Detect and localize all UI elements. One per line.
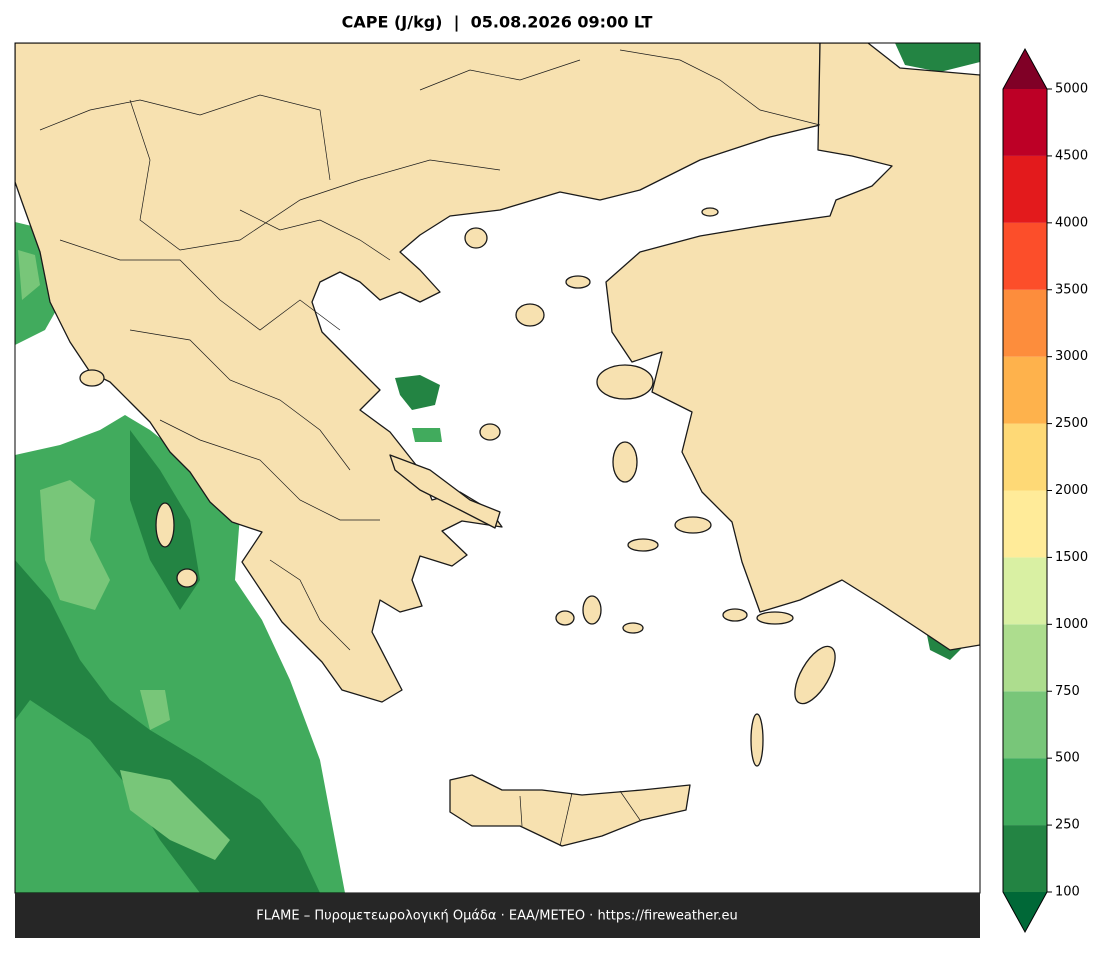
colorbar-segment [1003,691,1047,759]
colorbar-tick-label: 1000 [1055,617,1088,632]
title: CAPE (J/kg) | 05.08.2026 09:00 LT [342,13,653,33]
colorbar-tick-label: 3500 [1055,282,1088,297]
colorbar: 100 250 500 750 1000 1500 2000 2500 3000 3500 4000… [1002,47,1088,934]
colorbar-segment [1003,356,1047,424]
colorbar-over [1003,49,1047,89]
colorbar-under [1003,892,1047,932]
colorbar-segment [1003,825,1047,892]
land [15,43,980,847]
footer-bar [15,893,980,938]
region-borders [39,49,821,847]
colorbar-segment [1003,557,1047,625]
colorbar-tick-label: 2500 [1055,416,1088,431]
colorbar-segment [1003,758,1047,826]
colorbar-segment [1003,423,1047,491]
colorbar-tick-label: 250 [1055,818,1080,833]
colorbar-segment [1003,222,1047,290]
colorbar-tick-label: 3000 [1055,349,1088,364]
colorbar-tick-label: 4500 [1055,148,1088,163]
colorbar-segment [1003,89,1047,156]
colorbar-tick-label: 2000 [1055,483,1088,498]
colorbar-segment [1003,289,1047,357]
colorbar-tick-label: 750 [1055,684,1080,699]
colorbar-tick-label: 1500 [1055,550,1088,565]
colorbar-tick-label: 4000 [1055,215,1088,230]
footer: FLAME – Πυρομετεωρολογική Ομάδα · ΕΑΑ/ME… [256,909,738,924]
colorbar-tick-label: 100 [1055,885,1080,900]
colorbar-tick-label: 5000 [1055,82,1088,97]
colorbar-segment [1003,155,1047,223]
colorbar-segment [1003,624,1047,692]
colorbar-segment [1003,490,1047,558]
map [14,42,981,894]
colorbar-tick-label: 500 [1055,751,1080,766]
